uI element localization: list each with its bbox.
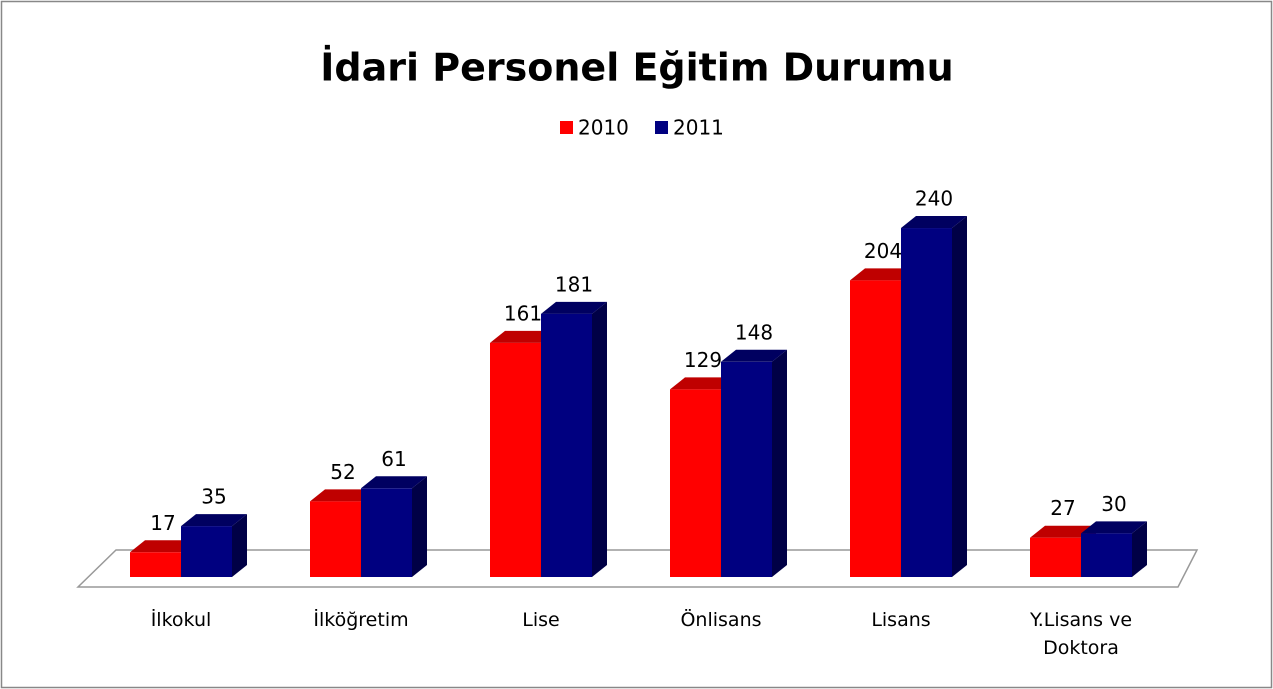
- bar-top: [670, 377, 736, 390]
- bar-front: [1030, 537, 1081, 577]
- bar-side: [412, 476, 427, 577]
- bar-side: [1132, 521, 1147, 577]
- bar-top: [130, 540, 196, 553]
- data-label: 240: [915, 187, 953, 211]
- bar-top: [541, 301, 607, 314]
- data-label: 61: [381, 447, 406, 471]
- bar-side: [232, 514, 247, 577]
- bar-front: [181, 526, 232, 577]
- bar-top: [490, 330, 556, 343]
- data-label: 35: [201, 485, 226, 509]
- data-label: 52: [330, 460, 355, 484]
- bar-front: [490, 342, 541, 577]
- bar-side: [952, 216, 967, 578]
- bar-top: [361, 476, 427, 489]
- bar: [1081, 521, 1147, 577]
- bar: [181, 514, 247, 577]
- data-label: 27: [1050, 496, 1075, 520]
- bar-side: [772, 349, 787, 577]
- x-tick-label: Önlisans: [680, 609, 762, 631]
- bar-front: [901, 228, 952, 578]
- bar-top: [850, 268, 916, 281]
- legend-label: 2011: [673, 116, 724, 140]
- data-label: 129: [684, 348, 722, 372]
- bar-top: [901, 216, 967, 229]
- x-tick-label: Lisans: [871, 609, 931, 631]
- bar-front: [541, 313, 592, 577]
- data-label: 181: [555, 272, 593, 296]
- x-tick-label: Lise: [522, 609, 560, 631]
- x-tick-label: Y.Lisans ve Doktora: [1029, 609, 1133, 659]
- bar: [541, 301, 607, 577]
- legend-swatch: [655, 121, 668, 134]
- chart-title: İdari Personel Eğitim Durumu: [320, 46, 953, 90]
- bar-front: [361, 488, 412, 577]
- bar-top: [1030, 525, 1096, 538]
- bar-front: [721, 361, 772, 577]
- bar: [361, 476, 427, 577]
- bar-top: [721, 349, 787, 362]
- bar-side: [592, 301, 607, 577]
- data-label: 148: [735, 320, 773, 344]
- data-label: 30: [1101, 492, 1126, 516]
- bar-top: [181, 514, 247, 527]
- bar-front: [130, 552, 181, 577]
- bar-front: [310, 501, 361, 577]
- bar-front: [670, 389, 721, 577]
- bar-front: [850, 280, 901, 577]
- data-label: 17: [150, 511, 175, 535]
- legend-swatch: [560, 121, 573, 134]
- bar: [721, 349, 787, 577]
- bar-top: [310, 489, 376, 502]
- x-tick-label: İlkokul: [150, 609, 212, 631]
- bar-top: [1081, 521, 1147, 534]
- x-tick-label: İlköğretim: [313, 609, 409, 631]
- legend-label: 2010: [578, 116, 629, 140]
- bar: [901, 216, 967, 578]
- data-label: 161: [504, 301, 542, 325]
- bar-front: [1081, 533, 1132, 577]
- data-label: 204: [864, 239, 902, 263]
